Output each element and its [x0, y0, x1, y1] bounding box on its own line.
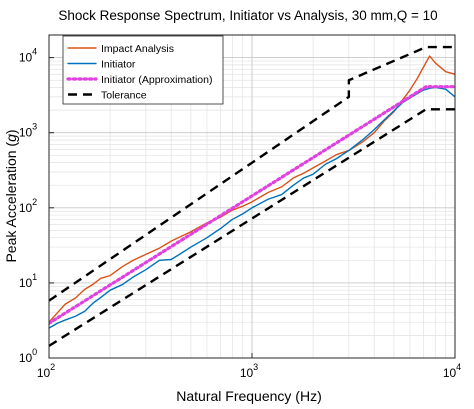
x-tick-label: 102	[37, 362, 55, 380]
y-tick-label: 102	[19, 197, 37, 215]
y-tick-label: 103	[19, 122, 37, 140]
legend-label-initiator: Initiator	[101, 58, 136, 70]
y-tick-exponent: 2	[32, 197, 37, 207]
y-tick-exponent: 1	[32, 272, 37, 282]
legend-label-impact-analysis: Impact Analysis	[101, 43, 174, 55]
x-tick-label: 104	[443, 362, 461, 380]
y-tick-base: 10	[19, 51, 33, 65]
x-tick-exponent: 3	[253, 362, 258, 372]
y-tick-base: 10	[19, 201, 33, 215]
legend: Impact Analysis Initiator Initiator (Appro…	[62, 35, 224, 105]
y-axis-label-text: Peak Acceleration	[3, 150, 19, 262]
y-tick-base: 10	[19, 351, 33, 365]
y-tick-label: 100	[19, 347, 37, 365]
y-tick-base: 10	[19, 126, 33, 140]
y-axis-label: Peak Acceleration (g)	[3, 129, 19, 262]
initiator-approximation-line	[49, 85, 455, 325]
chart-title: Shock Response Spectrum, Initiator vs An…	[58, 8, 437, 23]
tolerance-line	[49, 45, 455, 302]
x-tick-base: 10	[240, 366, 254, 380]
y-tick-label: 101	[19, 272, 37, 290]
series-lines	[49, 45, 455, 347]
x-tick-exponent: 2	[50, 362, 55, 372]
y-tick-exponent: 0	[32, 347, 37, 357]
x-axis-ticks: 102 103 104	[37, 353, 461, 380]
y-tick-exponent: 3	[32, 122, 37, 132]
legend-label-initiator-approximation: Initiator (Approximation)	[101, 74, 212, 86]
x-tick-label: 103	[240, 362, 258, 380]
x-axis-label: Natural Frequency (Hz)	[176, 388, 322, 404]
y-tick-label: 104	[19, 47, 37, 65]
impact-analysis-line	[49, 55, 455, 323]
legend-label-tolerance: Tolerance	[101, 89, 147, 101]
x-tick-exponent: 4	[456, 362, 461, 372]
y-tick-base: 10	[19, 276, 33, 290]
y-axis-label-unit: g	[3, 134, 19, 142]
y-tick-exponent: 4	[32, 47, 37, 57]
x-tick-base: 10	[37, 366, 51, 380]
x-tick-base: 10	[443, 366, 457, 380]
